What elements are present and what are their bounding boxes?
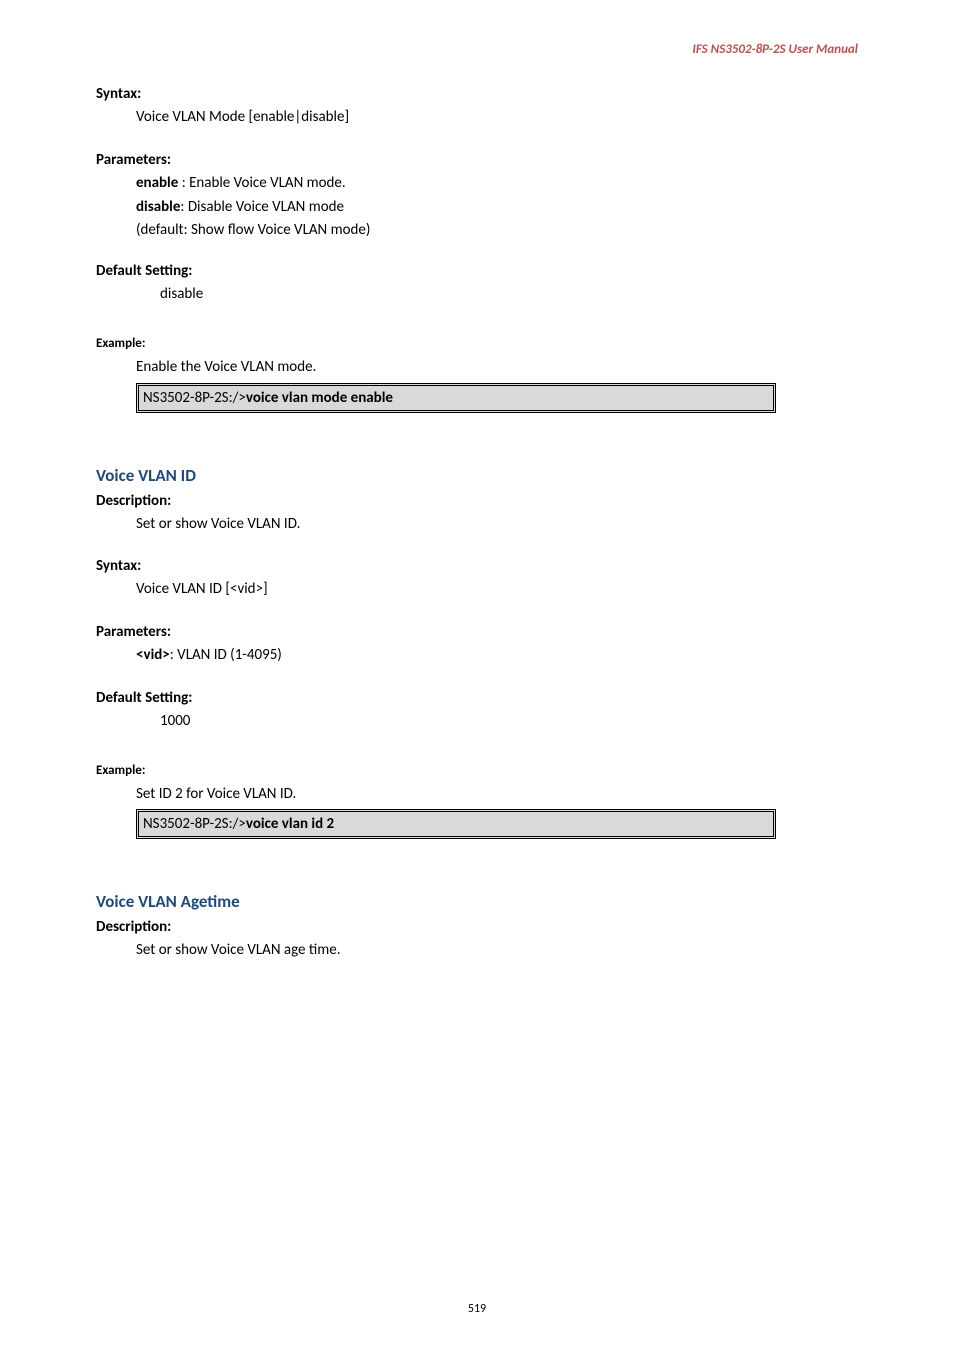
- default-value: disable: [160, 284, 858, 306]
- code-box: NS3502-8P-2S:/>voice vlan id 2: [136, 809, 776, 839]
- param-key: disable: [136, 198, 180, 216]
- syntax-line: Voice VLAN ID [<vid>]: [136, 579, 858, 601]
- section-title-vlan-id: Voice VLAN ID: [96, 465, 858, 486]
- syntax-heading: Syntax:: [96, 85, 858, 103]
- page-number: 519: [0, 1302, 954, 1316]
- parameters-heading: Parameters:: [96, 151, 858, 169]
- code-box: NS3502-8P-2S:/>voice vlan mode enable: [136, 383, 776, 413]
- param-desc: : Disable Voice VLAN mode: [180, 198, 344, 216]
- example-heading: Example:: [96, 763, 858, 778]
- description-heading: Description:: [96, 492, 858, 510]
- description-line: Set or show Voice VLAN ID.: [136, 514, 858, 536]
- parameters-heading: Parameters:: [96, 623, 858, 641]
- default-heading: Default Setting:: [96, 262, 858, 280]
- section-title-vlan-agetime: Voice VLAN Agetime: [96, 891, 858, 912]
- param-key: enable: [136, 174, 178, 192]
- code-command: voice vlan id 2: [246, 815, 334, 833]
- param-line: enable : Enable Voice VLAN mode.: [136, 173, 858, 195]
- param-desc: : VLAN ID (1-4095): [170, 646, 282, 664]
- example-desc: Enable the Voice VLAN mode.: [136, 357, 858, 379]
- code-prompt: NS3502-8P-2S:/>: [143, 815, 246, 833]
- default-value: 1000: [160, 711, 858, 733]
- default-heading: Default Setting:: [96, 689, 858, 707]
- page-header: IFS NS3502-8P-2S User Manual: [96, 42, 858, 57]
- syntax-line: Voice VLAN Mode [enable|disable]: [136, 107, 858, 129]
- param-key: <vid>: [136, 646, 170, 664]
- example-desc: Set ID 2 for Voice VLAN ID.: [136, 784, 858, 806]
- param-line: (default: Show flow Voice VLAN mode): [136, 220, 858, 242]
- description-heading: Description:: [96, 918, 858, 936]
- code-command: voice vlan mode enable: [246, 389, 393, 407]
- param-line: disable: Disable Voice VLAN mode: [136, 197, 858, 219]
- syntax-heading: Syntax:: [96, 557, 858, 575]
- code-prompt: NS3502-8P-2S:/>: [143, 389, 246, 407]
- param-desc: : Enable Voice VLAN mode.: [178, 174, 345, 192]
- param-line: <vid>: VLAN ID (1-4095): [136, 645, 858, 667]
- example-heading: Example:: [96, 336, 858, 351]
- description-line: Set or show Voice VLAN age time.: [136, 940, 858, 962]
